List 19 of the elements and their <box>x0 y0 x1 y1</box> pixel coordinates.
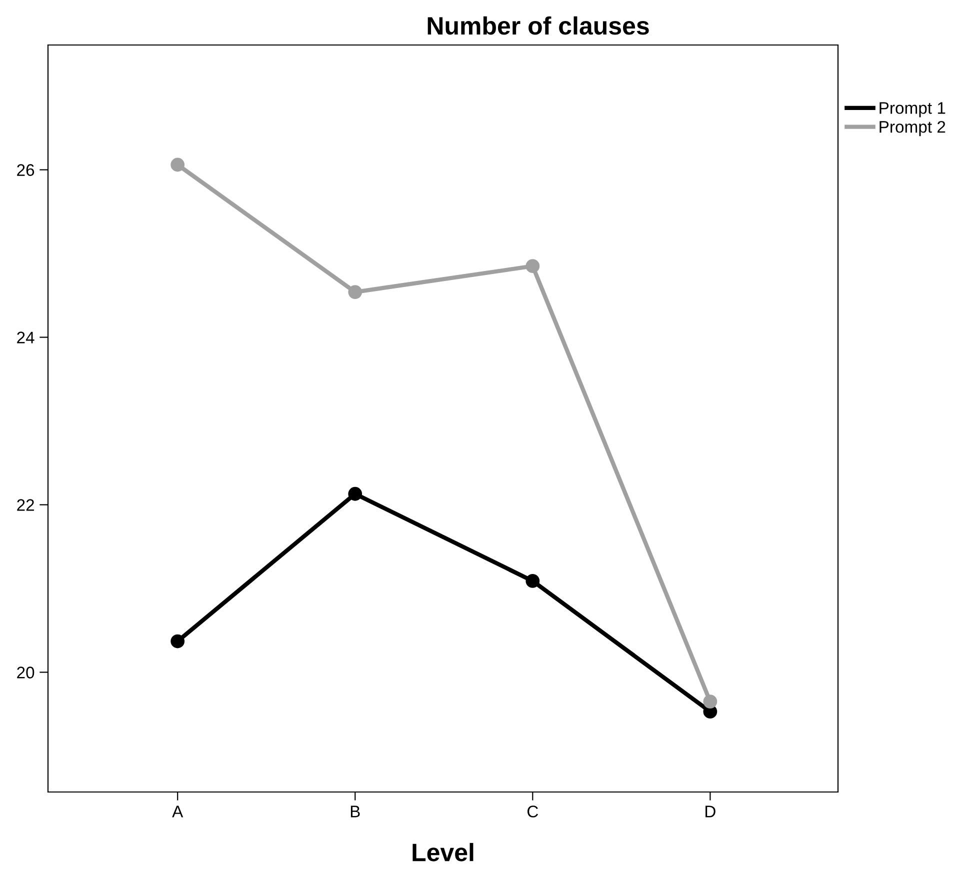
y-tick-label: 24 <box>17 332 34 344</box>
x-tick-label: A <box>172 806 184 818</box>
point <box>526 574 540 588</box>
point <box>170 634 185 648</box>
chart-title: Number of clauses <box>428 16 649 35</box>
x-tick-label: D <box>706 806 716 818</box>
legend-label: Prompt 2 <box>880 120 946 136</box>
point <box>703 694 718 708</box>
x-axis-title: Level <box>412 842 474 862</box>
y-tick-label: 20 <box>17 666 34 678</box>
x-tick-label: B <box>350 806 360 818</box>
point <box>170 158 185 172</box>
legend-label: Prompt 1 <box>880 102 946 118</box>
y-tick-label: 26 <box>17 164 34 176</box>
x-tick-label: C <box>527 806 538 818</box>
point <box>348 285 362 299</box>
y-tick-label: 22 <box>17 499 34 511</box>
point <box>526 259 540 274</box>
point <box>348 486 362 501</box>
